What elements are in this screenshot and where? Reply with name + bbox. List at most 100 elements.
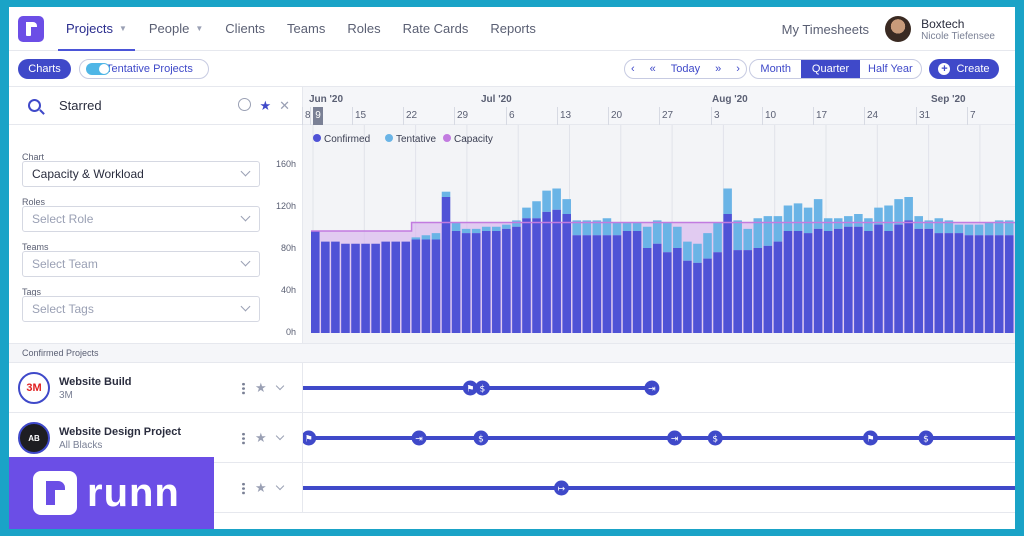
double-chevron-right-icon[interactable]: » [715, 63, 722, 75]
confirmed-bar[interactable] [854, 226, 863, 333]
confirmed-bar[interactable] [984, 235, 994, 333]
project-row[interactable]: ★ ↦ [9, 463, 1015, 513]
today-button[interactable]: Today [670, 63, 701, 75]
start-milestone-icon[interactable] [553, 480, 569, 496]
tentative-bar[interactable] [793, 203, 803, 231]
tentative-bar[interactable] [652, 220, 662, 244]
tentative-bar[interactable] [884, 205, 893, 232]
tentative-bar[interactable] [743, 228, 753, 251]
project-timeline[interactable]: ⚑ $ ⇥ [303, 363, 1015, 413]
confirmed-bar[interactable] [461, 233, 471, 333]
dollar-milestone-icon[interactable] [474, 380, 490, 396]
more-options-icon[interactable] [242, 481, 245, 495]
tentative-bar[interactable] [984, 222, 994, 236]
confirmed-bar[interactable] [612, 235, 622, 333]
tentative-bar[interactable] [703, 233, 712, 259]
confirmed-bar[interactable] [783, 231, 793, 333]
confirmed-bar[interactable] [512, 226, 521, 333]
tentative-bar[interactable] [1004, 220, 1014, 236]
scale-month[interactable]: Month [760, 63, 791, 75]
tentative-bar[interactable] [532, 201, 541, 219]
project-timeline[interactable]: ↦ [303, 463, 1015, 513]
star-icon[interactable]: ★ [255, 430, 267, 445]
tentative-bar[interactable] [602, 218, 612, 236]
tags-select[interactable]: Select Tags [22, 296, 260, 322]
flag-milestone-icon[interactable] [303, 430, 317, 446]
confirmed-bar[interactable] [773, 241, 783, 333]
confirmed-bar[interactable] [361, 243, 370, 333]
more-options-icon[interactable] [242, 431, 245, 445]
tentative-bar[interactable] [994, 220, 1004, 236]
chart-select[interactable]: Capacity & Workload [22, 161, 260, 187]
tentative-bar[interactable] [954, 224, 964, 234]
confirmed-bar[interactable] [1004, 235, 1014, 333]
confirmed-bar[interactable] [431, 239, 441, 334]
confirmed-bar[interactable] [803, 233, 813, 333]
confirmed-bar[interactable] [481, 231, 491, 333]
nav-teams[interactable]: Teams [287, 21, 326, 36]
confirmed-bar[interactable] [833, 228, 843, 333]
chevron-left-icon[interactable]: ‹ [631, 63, 635, 75]
scale-half-year[interactable]: Half Year [868, 63, 913, 75]
confirmed-bar[interactable] [994, 235, 1004, 333]
confirmed-bar[interactable] [391, 241, 401, 333]
tentative-bar[interactable] [813, 199, 823, 229]
nav-clients[interactable]: Clients [225, 21, 266, 36]
confirmed-bar[interactable] [944, 233, 954, 333]
confirmed-bar[interactable] [723, 214, 732, 333]
avatar[interactable] [885, 16, 912, 42]
account-menu[interactable]: Boxtech Nicole Tiefensee [921, 17, 995, 42]
confirmed-bar[interactable] [813, 228, 823, 333]
dollar-milestone-icon[interactable] [918, 430, 934, 446]
confirmed-bar[interactable] [622, 231, 632, 333]
tentative-bar[interactable] [823, 218, 833, 231]
project-name[interactable]: Website Build [59, 376, 132, 388]
confirmed-bar[interactable] [562, 214, 571, 333]
confirmed-bar[interactable] [522, 218, 531, 333]
tentative-bar[interactable] [854, 214, 863, 227]
tentative-bar[interactable] [783, 205, 793, 232]
tentative-bar[interactable] [864, 218, 873, 231]
tentative-bar[interactable] [934, 218, 944, 234]
tentative-bar[interactable] [924, 220, 934, 229]
confirmed-bar[interactable] [602, 235, 612, 333]
double-chevron-left-icon[interactable]: « [649, 63, 656, 75]
confirmed-bar[interactable] [642, 248, 652, 333]
confirmed-bar[interactable] [703, 258, 712, 333]
confirmed-bar[interactable] [884, 231, 893, 333]
end-milestone-icon[interactable] [644, 380, 660, 396]
tentative-bar[interactable] [411, 237, 421, 240]
tentative-bar[interactable] [542, 190, 551, 212]
confirmed-bar[interactable] [592, 235, 602, 333]
confirmed-bar[interactable] [321, 241, 330, 333]
project-row[interactable]: 3M Website Build 3M ★ ⚑ $ ⇥ [9, 363, 1015, 413]
confirmed-bar[interactable] [632, 231, 642, 333]
dollar-milestone-icon[interactable] [473, 430, 489, 446]
tentative-bar[interactable] [461, 228, 471, 234]
more-options-icon[interactable] [242, 381, 245, 395]
confirmed-bar[interactable] [582, 235, 592, 333]
close-icon[interactable]: ✕ [279, 98, 290, 113]
confirmed-bar[interactable] [874, 224, 883, 333]
roles-select[interactable]: Select Role [22, 206, 260, 232]
tentative-bar[interactable] [733, 220, 742, 251]
confirmed-bar[interactable] [844, 226, 853, 333]
project-row[interactable]: AB Website Design Project All Blacks ★ ⚑… [9, 413, 1015, 463]
confirmed-bar[interactable] [381, 241, 390, 333]
star-icon[interactable]: ★ [255, 380, 267, 395]
confirmed-bar[interactable] [341, 243, 350, 333]
scale-quarter[interactable]: Quarter [801, 60, 860, 78]
star-icon[interactable]: ★ [255, 480, 267, 495]
tentative-bar[interactable] [763, 216, 773, 246]
confirmed-bar[interactable] [894, 224, 903, 333]
tentative-bar[interactable] [492, 226, 501, 231]
chevron-down-icon[interactable] [275, 381, 284, 391]
tentative-bar[interactable] [562, 199, 571, 214]
tentative-bar[interactable] [522, 207, 531, 219]
tentative-projects-toggle[interactable]: Tentative Projects [79, 59, 209, 79]
confirmed-bar[interactable] [733, 250, 742, 333]
tentative-bar[interactable] [964, 224, 974, 236]
confirmed-bar[interactable] [371, 243, 380, 333]
confirmed-bar[interactable] [663, 252, 672, 333]
flag-milestone-icon[interactable] [862, 430, 878, 446]
